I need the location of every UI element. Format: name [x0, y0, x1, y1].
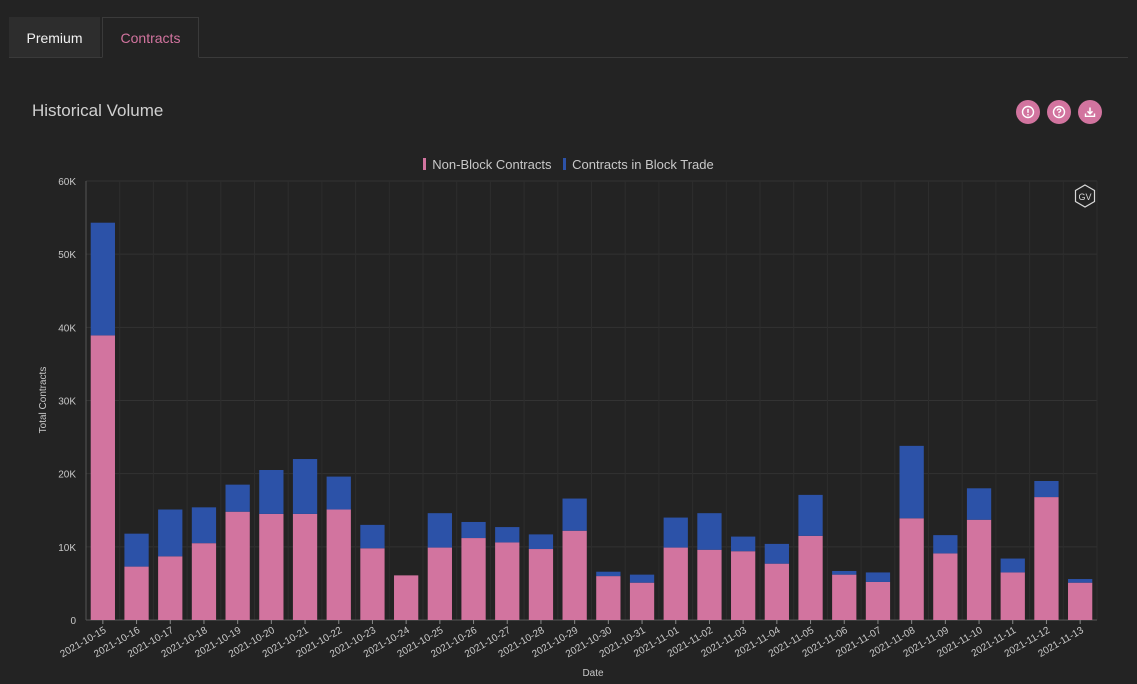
bar-block[interactable] — [798, 494, 823, 536]
watermark-text: GV — [1078, 192, 1091, 202]
legend-label-non-block: Non-Block Contracts — [432, 157, 552, 172]
tab-premium[interactable]: Premium — [9, 17, 100, 57]
bar-block[interactable] — [1034, 480, 1059, 498]
bar-non-block[interactable] — [124, 566, 149, 620]
bar-block[interactable] — [360, 524, 385, 549]
bar-non-block[interactable] — [865, 581, 891, 620]
bar-block[interactable] — [292, 459, 318, 514]
bar-non-block[interactable] — [495, 542, 520, 620]
y-tick-label: 10K — [58, 543, 76, 554]
bar-block[interactable] — [596, 571, 621, 577]
bar-non-block[interactable] — [158, 556, 183, 620]
bar-block[interactable] — [495, 527, 520, 543]
bar-non-block[interactable] — [427, 547, 452, 620]
bar-non-block[interactable] — [731, 551, 756, 620]
bar-non-block[interactable] — [259, 513, 284, 620]
y-axis-title: Total Contracts — [38, 367, 49, 434]
bar-non-block[interactable] — [326, 509, 351, 620]
panel-title: Historical Volume — [32, 101, 164, 120]
bar-non-block[interactable] — [90, 335, 115, 620]
tab-contracts[interactable]: Contracts — [102, 17, 199, 58]
y-tick-label: 60K — [58, 177, 76, 188]
bar-block[interactable] — [899, 445, 924, 519]
bar-block[interactable] — [90, 222, 115, 336]
watermark-logo: GV — [1074, 184, 1096, 208]
download-button[interactable] — [1078, 100, 1102, 124]
bar-block[interactable] — [832, 570, 857, 575]
bar-non-block[interactable] — [461, 538, 486, 620]
bar-block[interactable] — [124, 533, 149, 567]
y-tick-label: 40K — [58, 323, 76, 334]
bar-non-block[interactable] — [1034, 497, 1059, 620]
bar-non-block[interactable] — [764, 563, 789, 620]
chart-grid — [85, 180, 1098, 621]
chart-legend: Non-Block Contracts Contracts in Block T… — [0, 157, 1137, 172]
bar-block[interactable] — [764, 543, 789, 564]
bar-non-block[interactable] — [798, 535, 823, 620]
bar-block[interactable] — [461, 521, 486, 539]
bar-block[interactable] — [225, 484, 250, 512]
legend-item-block[interactable]: Contracts in Block Trade — [563, 157, 714, 172]
x-axis-title: Date — [582, 668, 604, 679]
bar-block[interactable] — [731, 536, 756, 552]
bar-block[interactable] — [158, 509, 183, 557]
bar-non-block[interactable] — [899, 518, 924, 620]
bar-block[interactable] — [966, 488, 992, 520]
help-button[interactable] — [1047, 100, 1071, 124]
bar-non-block[interactable] — [1000, 572, 1025, 620]
legend-item-non-block[interactable]: Non-Block Contracts — [423, 157, 551, 172]
y-tick-label: 30K — [58, 397, 76, 408]
legend-label-block: Contracts in Block Trade — [572, 157, 714, 172]
bar-non-block[interactable] — [528, 549, 554, 620]
bar-non-block[interactable] — [394, 575, 419, 620]
bar-block[interactable] — [528, 534, 554, 550]
bar-block[interactable] — [427, 513, 452, 548]
bar-non-block[interactable] — [832, 574, 857, 620]
help-icon — [1052, 105, 1066, 119]
alert-button[interactable] — [1016, 100, 1040, 124]
bar-block[interactable] — [933, 535, 958, 554]
bar-block[interactable] — [259, 470, 284, 514]
legend-swatch-non-block — [423, 158, 427, 170]
tab-bar: Premium Contracts — [9, 17, 1128, 58]
y-tick-label: 50K — [58, 250, 76, 261]
bar-non-block[interactable] — [697, 549, 722, 620]
download-icon — [1084, 107, 1096, 118]
bar-non-block[interactable] — [933, 553, 958, 620]
bar-non-block[interactable] — [562, 530, 587, 620]
chart-bars — [90, 222, 1093, 620]
bar-non-block[interactable] — [596, 576, 621, 620]
alert-icon — [1021, 105, 1035, 119]
bar-block[interactable] — [629, 574, 655, 583]
bar-non-block[interactable] — [663, 547, 688, 620]
bar-block[interactable] — [562, 498, 587, 531]
bar-non-block[interactable] — [360, 548, 385, 620]
bar-block[interactable] — [326, 476, 351, 510]
bar-block[interactable] — [865, 572, 891, 582]
y-tick-label: 20K — [58, 470, 76, 481]
bar-non-block[interactable] — [292, 513, 318, 620]
bar-block[interactable] — [697, 513, 722, 550]
bar-block[interactable] — [191, 507, 217, 544]
chart-axes — [85, 181, 1097, 624]
bar-non-block[interactable] — [191, 543, 217, 620]
bar-block[interactable] — [1000, 558, 1025, 573]
y-tick-label: 0 — [70, 616, 76, 627]
bar-non-block[interactable] — [966, 519, 992, 620]
bar-block[interactable] — [1068, 579, 1093, 583]
bar-block[interactable] — [663, 517, 688, 548]
bar-non-block[interactable] — [629, 582, 655, 620]
legend-swatch-block — [563, 158, 567, 170]
bar-non-block[interactable] — [225, 511, 250, 620]
bar-non-block[interactable] — [1068, 582, 1093, 620]
